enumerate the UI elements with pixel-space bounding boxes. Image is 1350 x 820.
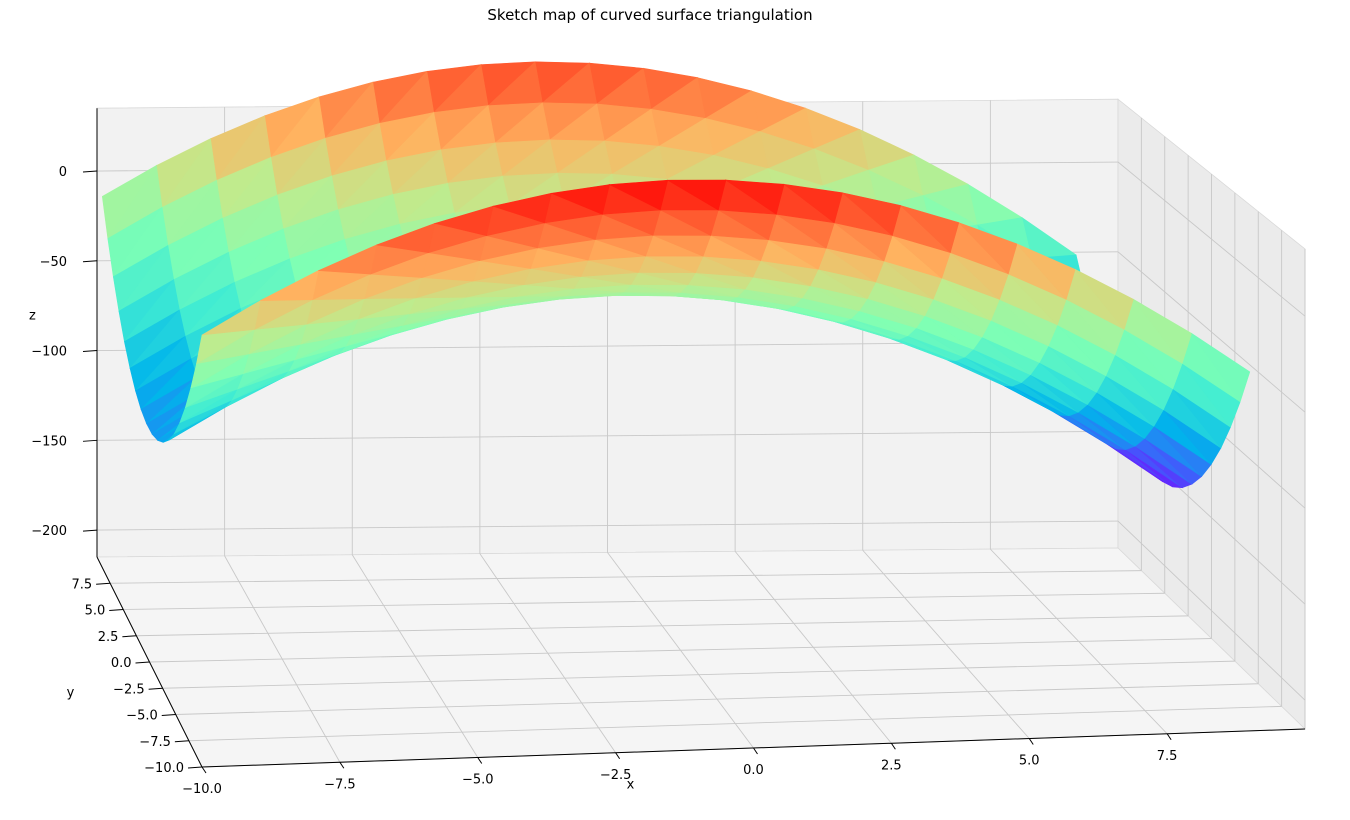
z-tick-label: −200 [31, 524, 67, 539]
y-tick-mark [161, 714, 176, 716]
x-tick-mark [1166, 733, 1172, 741]
z-axis-label: z [29, 309, 36, 324]
surface-triangle [666, 179, 727, 211]
surface-triangle [1074, 269, 1134, 330]
x-tick-label: −5.0 [462, 773, 494, 788]
tick-labels: −10.0 −7.5 −5.0 −2.5 0.0 2.5 5.0 7.5 −10.0 −7.5 −5… [31, 165, 1177, 797]
surface-triangle [1191, 333, 1251, 403]
x-tick-label: −2.5 [600, 768, 632, 783]
y-tick-mark [135, 661, 150, 664]
triangulated-surface [101, 61, 1251, 489]
chart-title: Sketch map of curved surface triangulati… [487, 6, 813, 24]
axis-labels: x y z [29, 309, 635, 793]
surface-triangle [433, 205, 494, 237]
y-tick-label: −2.5 [113, 682, 145, 697]
y-tick-mark [148, 687, 163, 690]
z-tick-mark [82, 260, 98, 263]
grid-line-z [1117, 161, 1306, 317]
surface-triangle [318, 244, 378, 275]
x-tick-label: 5.0 [1019, 754, 1040, 769]
x-tick-label: −7.5 [324, 777, 356, 792]
y-axis-label: y [67, 685, 75, 700]
y-tick-label: 0.0 [111, 656, 132, 671]
x-axis-label: x [627, 777, 635, 792]
y-tick-mark [109, 609, 124, 611]
surface-triangle [491, 192, 552, 224]
y-tick-label: 5.0 [85, 604, 106, 619]
y-tick-label: 7.5 [71, 577, 92, 592]
x-tick-label: 2.5 [881, 758, 902, 773]
x-tick-label: −10.0 [182, 782, 222, 797]
z-tick-label: −100 [31, 345, 67, 360]
z-tick-mark [82, 170, 98, 173]
surface-triangle [201, 300, 261, 336]
grid-line-y [149, 638, 1212, 663]
z-tick-mark [82, 439, 98, 442]
grid-line-z [1117, 251, 1306, 413]
grid-line-y [175, 683, 1259, 715]
surface-triangle [1133, 299, 1192, 365]
surface-triangle [550, 184, 610, 215]
z-tick-label: −150 [31, 434, 67, 449]
grid-line-y [136, 615, 1189, 637]
y-tick-mark [174, 740, 189, 743]
z-tick-label: 0 [59, 165, 67, 180]
x-tick-label: 0.0 [743, 763, 764, 778]
grid-line-z [1117, 520, 1306, 701]
surface-triangle [260, 270, 319, 301]
y-tick-mark [122, 635, 137, 638]
z-tick-mark [82, 350, 98, 353]
grid-line-y [110, 570, 1142, 584]
y-tick-label: −5.0 [126, 709, 158, 724]
grid-line-y [123, 592, 1165, 610]
surface-triangle [608, 179, 669, 211]
surface-triangle [783, 183, 843, 224]
grid-line-z [96, 430, 1119, 441]
surface-triangle [724, 179, 785, 215]
surface-triangle [376, 222, 436, 254]
x-tick-label: 7.5 [1157, 749, 1178, 764]
y-tick-label: −10.0 [144, 761, 184, 776]
surface-triangle [958, 222, 1018, 275]
y-tick-label: 2.5 [98, 630, 119, 645]
surface-triangle [1016, 243, 1076, 301]
grid-line-z [96, 520, 1119, 531]
x-tick-mark [1028, 738, 1034, 745]
surface-triangle [842, 192, 901, 237]
x-tick-mark [890, 742, 896, 750]
grid-line-y [162, 660, 1235, 689]
z-tick-mark [82, 529, 98, 532]
y-tick-label: −7.5 [139, 735, 171, 750]
z-tick-label: −50 [40, 255, 67, 270]
x-tick-mark [753, 747, 758, 755]
x-tick-mark [615, 752, 621, 760]
y-tick-mark [96, 582, 111, 585]
surface-triangle [900, 205, 960, 254]
x-tick-mark [201, 766, 207, 774]
x-tick-mark [339, 761, 345, 769]
grid-line-y [188, 705, 1282, 742]
y-tick-mark [187, 766, 203, 769]
x-tick-mark [477, 757, 483, 764]
